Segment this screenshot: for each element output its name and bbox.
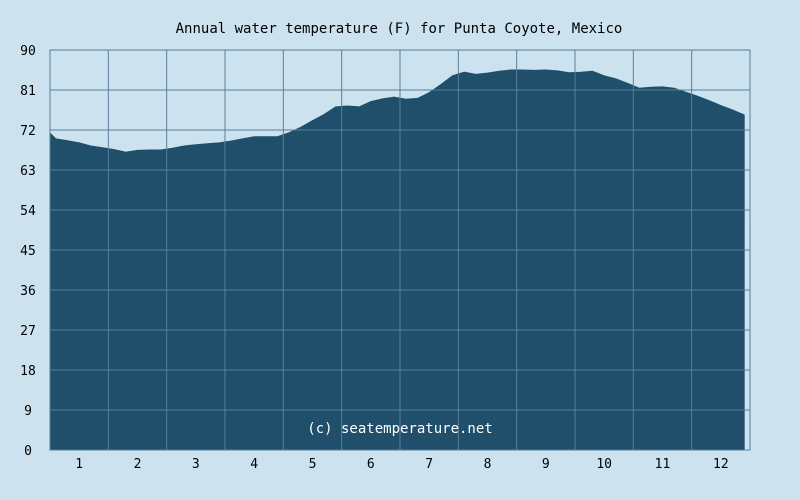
chart-title: Annual water temperature (F) for Punta C… [176, 21, 623, 37]
y-tick-label: 45 [20, 244, 36, 259]
watermark: (c) seatemperature.net [307, 421, 492, 437]
y-tick-label: 63 [20, 164, 36, 179]
y-tick-label: 72 [20, 124, 36, 139]
y-tick-label: 54 [20, 204, 36, 219]
x-tick-label: 5 [309, 457, 317, 472]
x-tick-label: 3 [192, 457, 200, 472]
x-tick-label: 12 [713, 457, 729, 472]
y-tick-label: 81 [20, 84, 36, 99]
x-tick-label: 8 [484, 457, 492, 472]
y-tick-label: 0 [24, 444, 32, 459]
y-axis-ticks: 0 9 18 27 36 45 54 63 72 81 90 [20, 44, 36, 459]
grid [49, 49, 751, 451]
x-tick-label: 10 [596, 457, 612, 472]
y-tick-label: 9 [24, 404, 32, 419]
y-tick-label: 18 [20, 364, 36, 379]
x-axis-ticks: 1 2 3 4 5 6 7 8 9 10 11 12 [75, 457, 728, 472]
x-tick-label: 7 [425, 457, 433, 472]
x-tick-label: 11 [655, 457, 671, 472]
x-tick-label: 1 [75, 457, 83, 472]
x-tick-label: 4 [250, 457, 258, 472]
y-tick-label: 36 [20, 284, 36, 299]
plot-border [49, 49, 751, 451]
x-tick-label: 9 [542, 457, 550, 472]
y-tick-label: 90 [20, 44, 36, 59]
x-tick-label: 2 [134, 457, 142, 472]
x-tick-label: 6 [367, 457, 375, 472]
y-tick-label: 27 [20, 324, 36, 339]
